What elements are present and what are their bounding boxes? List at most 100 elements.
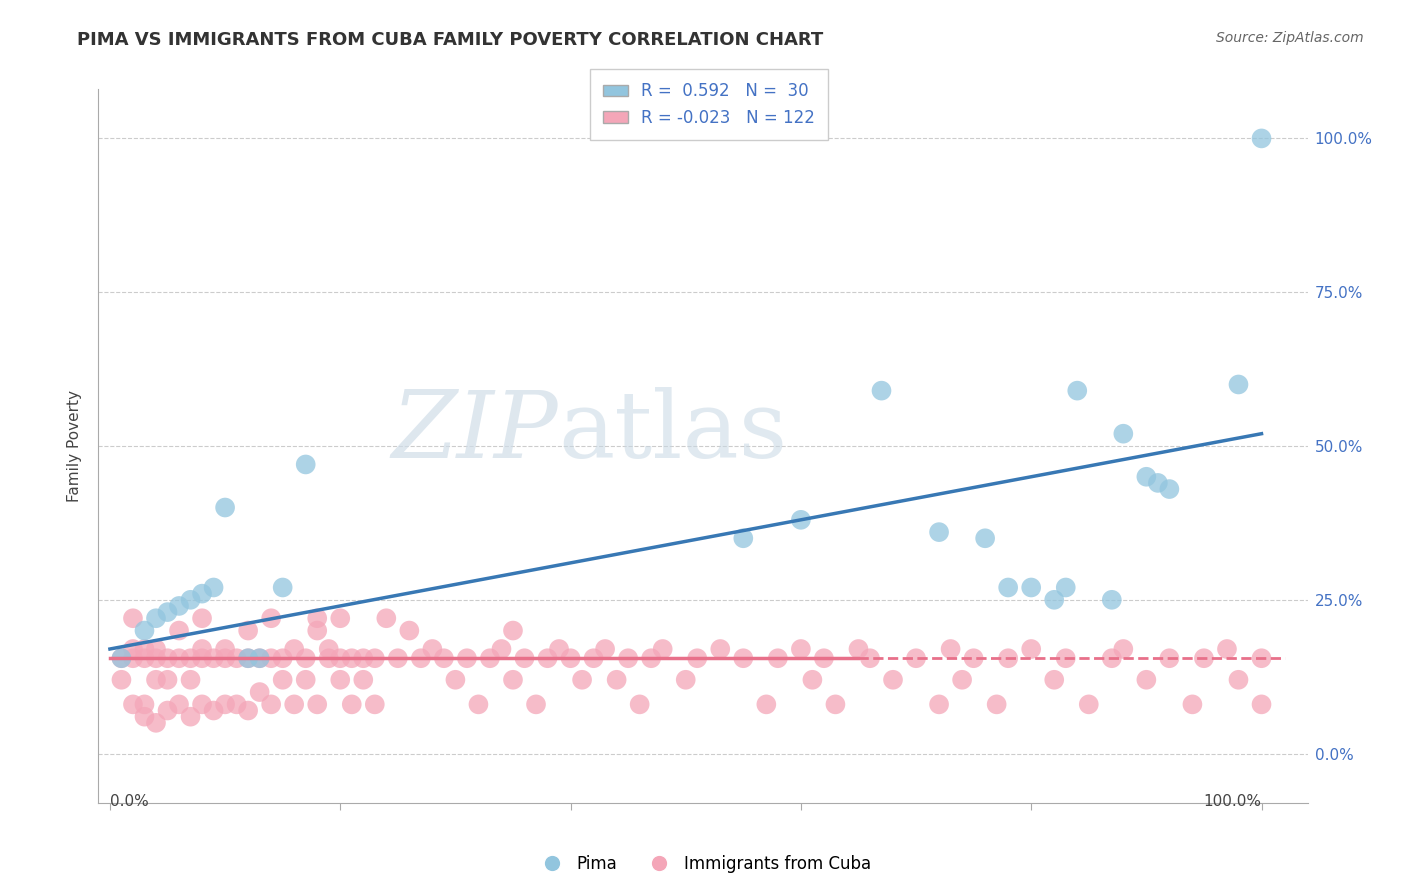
Point — [191, 611, 214, 625]
Point — [134, 698, 156, 712]
Point — [307, 624, 329, 638]
Point — [1135, 673, 1157, 687]
Point — [329, 651, 352, 665]
Point — [225, 698, 247, 712]
Legend: Pima, Immigrants from Cuba: Pima, Immigrants from Cuba — [529, 848, 877, 880]
Point — [202, 581, 225, 595]
Point — [167, 651, 190, 665]
Point — [145, 715, 167, 730]
Point — [180, 709, 202, 723]
Point — [180, 651, 202, 665]
Point — [340, 651, 363, 665]
Point — [571, 673, 593, 687]
Point — [134, 709, 156, 723]
Point — [939, 642, 962, 657]
Point — [790, 513, 813, 527]
Point — [236, 651, 259, 665]
Point — [110, 673, 132, 687]
Point — [122, 642, 145, 657]
Point — [502, 673, 524, 687]
Point — [974, 531, 997, 545]
Point — [340, 698, 363, 712]
Point — [766, 651, 789, 665]
Text: PIMA VS IMMIGRANTS FROM CUBA FAMILY POVERTY CORRELATION CHART: PIMA VS IMMIGRANTS FROM CUBA FAMILY POVE… — [77, 31, 824, 49]
Point — [156, 673, 179, 687]
Point — [813, 651, 835, 665]
Point — [582, 651, 605, 665]
Point — [1101, 651, 1123, 665]
Point — [236, 624, 259, 638]
Point — [329, 611, 352, 625]
Point — [1250, 651, 1272, 665]
Point — [167, 599, 190, 613]
Point — [352, 651, 374, 665]
Point — [1159, 651, 1181, 665]
Point — [928, 698, 950, 712]
Point — [180, 673, 202, 687]
Point — [1112, 426, 1135, 441]
Point — [110, 651, 132, 665]
Point — [1043, 673, 1066, 687]
Text: atlas: atlas — [558, 387, 787, 476]
Legend: R =  0.592   N =  30, R = -0.023   N = 122: R = 0.592 N = 30, R = -0.023 N = 122 — [589, 69, 828, 140]
Point — [191, 587, 214, 601]
Point — [202, 704, 225, 718]
Point — [1101, 592, 1123, 607]
Point — [444, 673, 467, 687]
Point — [709, 642, 731, 657]
Point — [467, 698, 489, 712]
Point — [398, 624, 420, 638]
Point — [801, 673, 824, 687]
Point — [145, 642, 167, 657]
Point — [986, 698, 1008, 712]
Point — [249, 651, 271, 665]
Point — [122, 698, 145, 712]
Point — [1192, 651, 1215, 665]
Point — [686, 651, 709, 665]
Point — [364, 651, 387, 665]
Point — [225, 651, 247, 665]
Point — [997, 581, 1019, 595]
Point — [593, 642, 616, 657]
Point — [628, 698, 651, 712]
Point — [1227, 377, 1250, 392]
Point — [318, 642, 340, 657]
Point — [134, 642, 156, 657]
Point — [755, 698, 778, 712]
Point — [134, 651, 156, 665]
Point — [422, 642, 444, 657]
Text: ZIP: ZIP — [391, 387, 558, 476]
Point — [675, 673, 697, 687]
Point — [882, 673, 904, 687]
Point — [180, 592, 202, 607]
Point — [928, 525, 950, 540]
Point — [271, 651, 294, 665]
Point — [790, 642, 813, 657]
Point — [214, 651, 236, 665]
Point — [1216, 642, 1239, 657]
Point — [387, 651, 409, 665]
Point — [191, 698, 214, 712]
Point — [122, 611, 145, 625]
Point — [536, 651, 558, 665]
Point — [640, 651, 662, 665]
Point — [491, 642, 513, 657]
Point — [1250, 131, 1272, 145]
Point — [1227, 673, 1250, 687]
Point — [848, 642, 870, 657]
Point — [260, 698, 283, 712]
Point — [364, 698, 387, 712]
Point — [1019, 642, 1042, 657]
Point — [191, 651, 214, 665]
Point — [145, 651, 167, 665]
Point — [167, 698, 190, 712]
Point — [617, 651, 640, 665]
Point — [271, 673, 294, 687]
Point — [733, 651, 755, 665]
Point — [283, 642, 305, 657]
Point — [156, 605, 179, 619]
Point — [1043, 592, 1066, 607]
Point — [1181, 698, 1204, 712]
Point — [1147, 475, 1170, 490]
Point — [962, 651, 984, 665]
